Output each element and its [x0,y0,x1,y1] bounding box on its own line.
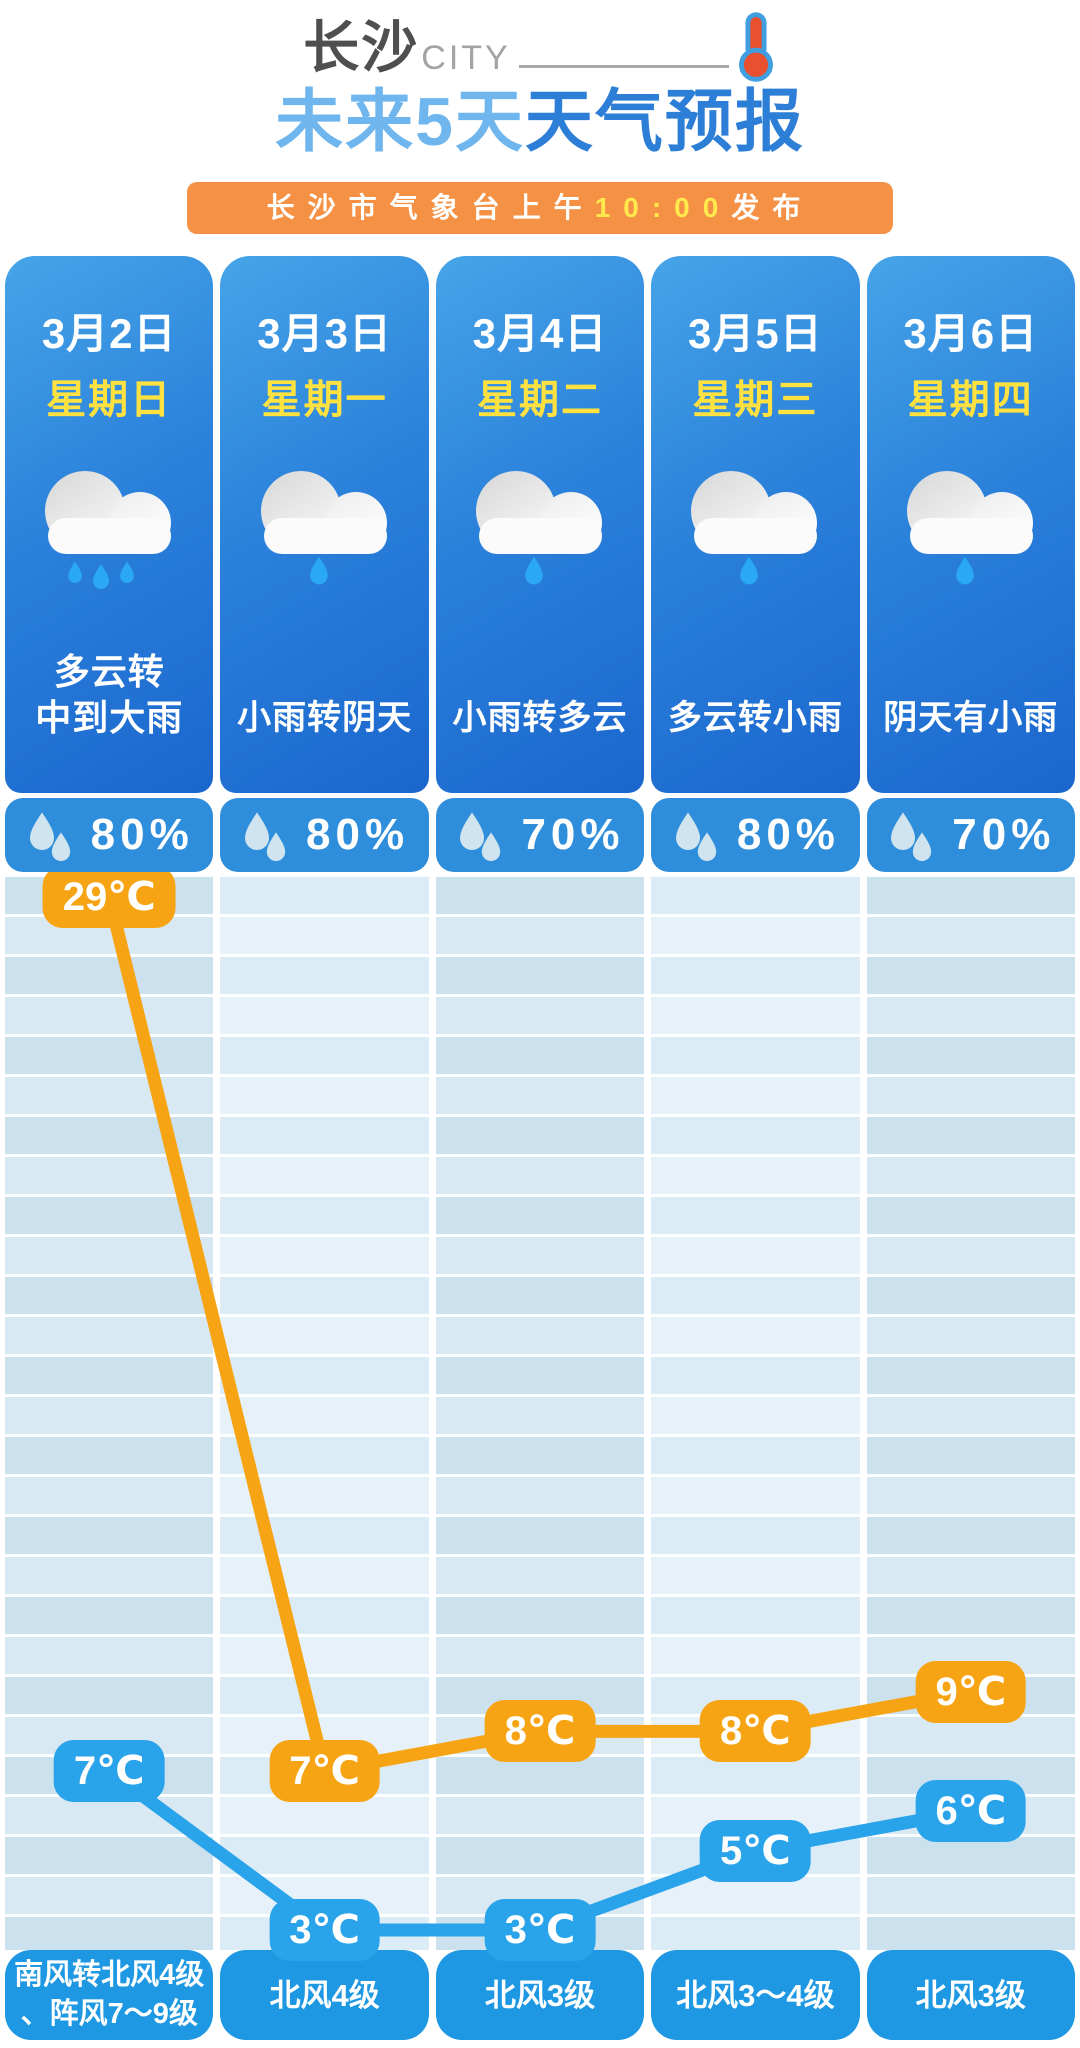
weekday-label: 星期一 [261,378,388,422]
banner-suffix: 发布 [731,192,814,223]
cloud-light-rain-icon [475,471,602,585]
weekday-label: 星期二 [476,378,603,422]
brand-divider-line [518,65,729,68]
temp-label-low: 5℃ [700,1819,811,1882]
cloud-light-rain-icon [260,471,387,585]
wind-text: 北风3～4级 [676,1977,835,2013]
precip-chip-1: 80% [5,798,214,872]
cloud-light-rain-icon [906,471,1033,585]
wind-row: 南风转北风4级 、阵风7～9级 北风4级 北风3级 北风3～4级 北风3级 [0,1950,1080,2048]
brand-row: 长沙 CITY [0,0,1080,84]
water-drops-icon [245,812,286,862]
temp-label-low: 3℃ [269,1899,380,1961]
precip-chip-3: 70% [435,798,645,872]
wind-text: 北风3级 [484,1977,596,2013]
condition-line: 多云转小雨 [667,699,843,737]
wind-bar-5: 北风3级 [866,1950,1075,2040]
page-title: 未来5天天气预报 [0,86,1080,158]
day-card-2: 3月3日 星期一 小雨转阴天 [220,256,429,793]
condition-line: 小雨转多云 [452,699,628,737]
condition-line: 小雨转阴天 [237,699,413,737]
wind-bar-4: 北风3～4级 [651,1950,860,2040]
condition-text: 小雨转阴天 [237,695,412,741]
city-name: 长沙 [303,16,420,79]
precip-value: 70% [521,810,625,859]
wind-bar-2: 北风4级 [220,1950,429,2040]
condition-text: 多云转小雨 [668,695,843,741]
wind-text: 北风3级 [915,1977,1026,2013]
date-label: 3月6日 [903,310,1039,357]
water-drops-icon [460,812,501,862]
chart-column [435,874,645,1950]
temp-label-low: 3℃ [484,1899,596,1961]
wind-text: 北风4级 [269,1977,380,2013]
temp-label-high: 8℃ [484,1700,596,1763]
date-label: 3月5日 [688,310,823,357]
condition-line: 多云转 [53,651,165,692]
chart-column [651,874,860,1950]
condition-text: 多云转 中到大雨 [35,649,183,741]
wind-text: 南风转北风4级 [14,1959,205,1991]
temperature-chart: 29℃ 7℃ 8℃ 8℃ 9℃ 7℃ 3℃ 3℃ 5℃ 6℃ [0,866,1080,1961]
title-highlight: 未来5天 [275,84,525,160]
header: 长沙 CITY 未来5天天气预报 长沙市气象台上午10:00发布 [0,0,1080,256]
day-card-3: 3月4日 星期二 小雨转多云 [435,256,645,793]
banner-time: 10:00 [594,192,732,223]
condition-text: 小雨转多云 [452,695,627,741]
water-drops-icon [675,812,717,862]
precip-chip-5: 70% [866,798,1075,872]
precip-value: 70% [952,810,1056,859]
temp-label-low: 6℃ [915,1779,1027,1842]
banner-prefix: 长沙市气象台上午 [266,192,595,223]
condition-text: 阴天有小雨 [883,695,1058,741]
weekday-label: 星期日 [46,378,173,422]
precip-value: 80% [306,810,410,859]
date-label: 3月2日 [41,310,177,357]
precip-value: 80% [736,810,840,859]
thermometer-icon [738,12,773,82]
water-drops-icon [891,812,932,862]
temp-label-high: 9℃ [915,1660,1027,1723]
precip-chip-4: 80% [651,798,860,872]
temp-label-high: 8℃ [700,1700,811,1763]
temp-label-high: 7℃ [269,1740,380,1803]
weekday-label: 星期四 [907,378,1034,422]
date-label: 3月3日 [257,310,392,357]
city-suffix: CITY [421,39,511,77]
release-banner: 长沙市气象台上午10:00发布 [187,182,893,234]
day-card-1: 3月2日 星期日 多云转 中到大雨 [5,256,214,793]
day-card-5: 3月6日 星期四 阴天有小雨 [866,256,1075,793]
precipitation-row: 80% 80% 70% 80% 70% [0,798,1080,872]
date-label: 3月4日 [472,310,608,357]
cloud-heavy-rain-icon [45,471,172,589]
day-cards-row: 3月2日 星期日 多云转 中到大雨 3月3日 星期一 [0,256,1080,793]
temp-label-low: 7℃ [53,1740,165,1803]
water-drops-icon [29,812,70,862]
title-rest: 天气预报 [524,84,805,160]
temp-label-high: 29℃ [42,866,176,928]
wind-bar-1: 南风转北风4级 、阵风7～9级 [5,1950,214,2040]
weekday-label: 星期三 [692,378,819,422]
wind-text: 、阵风7～9级 [20,1998,198,2030]
precip-chip-2: 80% [220,798,429,872]
day-card-4: 3月5日 星期三 多云转小雨 [651,256,860,793]
condition-line: 阴天有小雨 [883,699,1059,737]
cloud-light-rain-icon [691,471,818,585]
precip-value: 80% [90,810,194,859]
wind-bar-3: 北风3级 [435,1950,645,2040]
condition-line: 中到大雨 [35,697,184,738]
